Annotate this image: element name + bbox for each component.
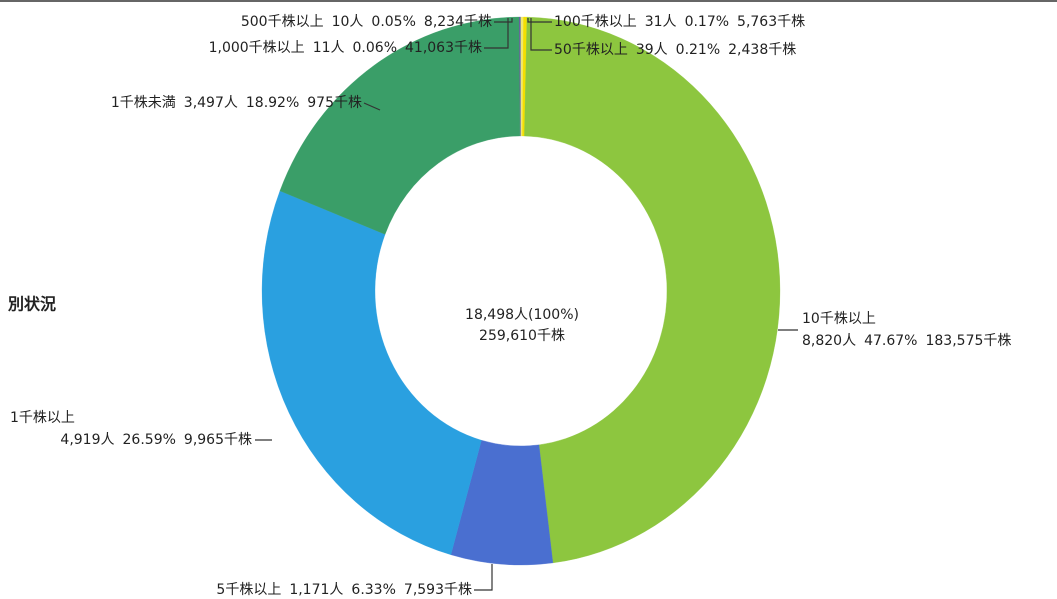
slice-label: 100千株以上 31人 0.17% 5,763千株 — [554, 14, 805, 30]
label-part: 26.59% — [123, 432, 176, 448]
label-part: 11人 — [313, 40, 345, 56]
label-part: 6.33% — [351, 582, 395, 598]
slice — [524, 16, 781, 564]
label-part: 0.05% — [371, 14, 415, 30]
slice-label: 50千株以上 39人 0.21% 2,438千株 — [554, 42, 796, 58]
label-part: 5,763千株 — [737, 14, 805, 30]
slice-label: 10千株以上 — [802, 311, 876, 327]
slice-label: 4,919人 26.59% 9,965千株 — [60, 432, 252, 448]
label-part: 0.06% — [353, 40, 397, 56]
label-part: 7,593千株 — [404, 582, 472, 598]
label-part: 1,000千株以上 — [209, 40, 305, 56]
center-label: 259,610千株 — [479, 328, 565, 344]
slice-label: 1千株以上 — [10, 410, 75, 426]
label-part: 39人 — [636, 42, 668, 58]
label-part: 1,171人 — [289, 582, 343, 598]
chart-title: 別状況 — [8, 295, 56, 314]
label-part: 10人 — [332, 14, 364, 30]
label-part: 18.92% — [246, 95, 299, 111]
label-part: 3,497人 — [184, 95, 238, 111]
label-part: 31人 — [645, 14, 677, 30]
label-part: 2,438千株 — [728, 42, 796, 58]
label-part: 0.17% — [685, 14, 729, 30]
leader-line — [527, 18, 552, 23]
leader-line — [363, 102, 381, 111]
label-part: 4,919人 — [60, 432, 114, 448]
label-part: 41,063千株 — [405, 40, 482, 56]
label-part: 0.21% — [676, 42, 720, 58]
label-part: 50千株以上 — [554, 42, 628, 58]
label-part: 500千株以上 — [241, 14, 324, 30]
slice — [279, 16, 521, 235]
label-part: 5千株以上 — [216, 582, 281, 598]
label-part: 47.67% — [864, 333, 917, 349]
label-part: 8,820人 — [802, 333, 856, 349]
slice-label: 5千株以上 1,171人 6.33% 7,593千株 — [216, 582, 472, 598]
label-part: 975千株 — [307, 95, 362, 111]
label-part: 8,234千株 — [424, 14, 492, 30]
label-part: 183,575千株 — [925, 333, 1011, 349]
label-part: 1千株未満 — [111, 95, 176, 111]
slice-label: 1千株未満 3,497人 18.92% 975千株 — [111, 95, 362, 111]
leader-line — [474, 564, 493, 591]
slice-label: 500千株以上 10人 0.05% 8,234千株 — [241, 14, 492, 30]
leader-line — [484, 18, 509, 49]
label-part: 100千株以上 — [554, 14, 637, 30]
leader-line — [530, 18, 552, 51]
leader-line — [494, 18, 513, 23]
center-label: 18,498人(100%) — [465, 307, 579, 323]
slice-label: 8,820人 47.67% 183,575千株 — [802, 333, 1011, 349]
label-part: 9,965千株 — [184, 432, 252, 448]
slice — [261, 190, 482, 555]
slice-label: 1,000千株以上 11人 0.06% 41,063千株 — [209, 40, 482, 56]
